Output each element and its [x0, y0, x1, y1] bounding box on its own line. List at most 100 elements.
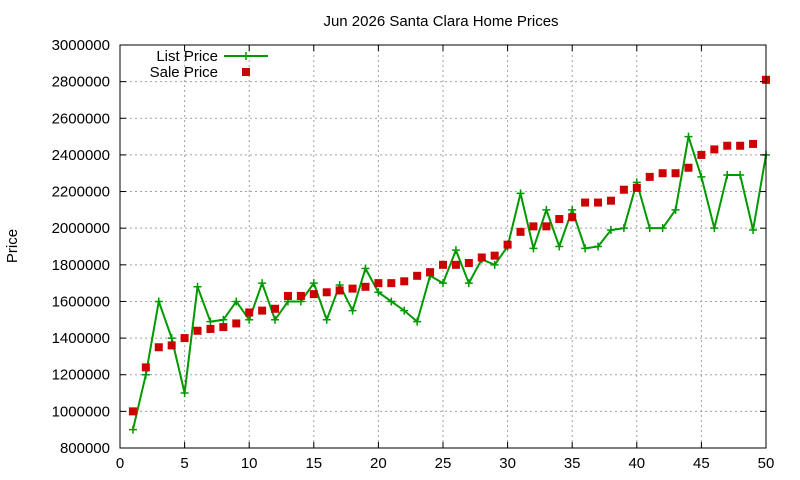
legend-marker-sample — [242, 52, 250, 60]
x-tick-label: 30 — [499, 455, 516, 472]
sale-price-point — [749, 139, 758, 148]
list-price-point — [348, 306, 357, 315]
y-tick-label: 2200000 — [52, 184, 110, 201]
list-price-point — [206, 317, 215, 326]
list-price-point — [619, 224, 628, 233]
list-price-point — [413, 317, 422, 326]
sale-price-point — [245, 308, 254, 317]
list-price-point — [723, 171, 732, 180]
y-tick-label: 1600000 — [52, 293, 110, 310]
list-price-point — [128, 425, 137, 434]
y-tick-label: 800000 — [60, 440, 110, 457]
y-tick-label: 1400000 — [52, 330, 110, 347]
sale-price-point — [490, 251, 499, 260]
y-tick-label: 2600000 — [52, 110, 110, 127]
list-price-point — [258, 279, 267, 288]
sale-price-point — [348, 284, 357, 293]
list-price-point — [542, 205, 551, 214]
list-price-point — [374, 288, 383, 297]
y-tick-label: 1000000 — [52, 403, 110, 420]
list-price-point — [180, 389, 189, 398]
list-price-point — [490, 260, 499, 269]
sale-price-point — [529, 222, 538, 231]
sale-price-point — [451, 260, 460, 269]
series-lines — [131, 136, 767, 430]
x-tick-label: 35 — [564, 455, 581, 472]
sale-price-point — [606, 196, 615, 205]
legend-label: Sale Price — [150, 64, 218, 81]
sale-price-point — [477, 253, 486, 262]
y-tick-label: 1200000 — [52, 367, 110, 384]
list-price-point — [658, 224, 667, 233]
list-price-point — [245, 315, 254, 324]
sale-price-point — [439, 260, 447, 269]
list-price-point — [219, 315, 228, 324]
legend-marker-sample — [242, 68, 250, 76]
sale-price-point — [581, 198, 590, 207]
y-tick-label: 3000000 — [52, 37, 110, 54]
sale-price-point — [387, 279, 396, 288]
x-tick-labels: 0 5 10 15 20 25 30 35 40 45 50 — [116, 455, 775, 472]
sale-price-point — [167, 341, 176, 350]
sale-price-point — [180, 334, 189, 343]
list-price-point — [671, 205, 680, 214]
list-price-point — [451, 246, 460, 255]
list-price-point — [232, 297, 241, 306]
sale-price-point — [206, 324, 215, 333]
list-price-point — [529, 244, 538, 253]
sale-price-point — [413, 271, 422, 280]
sale-price-point — [594, 198, 603, 207]
sale-price-point — [736, 141, 745, 150]
y-tick-label: 2000000 — [52, 220, 110, 237]
list-price-point — [697, 172, 706, 181]
sale-price-point — [464, 258, 473, 267]
list-price-point — [568, 205, 577, 214]
list-price-point — [594, 242, 603, 251]
sale-price-point — [219, 323, 228, 332]
sale-price-point — [542, 222, 551, 231]
sale-price-point — [697, 150, 706, 159]
x-tick-label: 0 — [116, 455, 124, 472]
x-tick-label: 45 — [693, 455, 710, 472]
sale-price-point — [322, 288, 331, 297]
list-price-point — [439, 279, 447, 288]
sale-price-point — [555, 215, 564, 224]
axis-ticks — [119, 44, 767, 449]
list-price-point — [387, 297, 396, 306]
chart-title: Jun 2026 Santa Clara Home Prices — [323, 13, 558, 30]
sale-price-point — [568, 213, 577, 222]
list-price-point — [141, 370, 150, 379]
list-price-point — [361, 264, 370, 273]
x-tick-label: 40 — [628, 455, 645, 472]
sale-price-point — [658, 169, 667, 178]
sale-price-point — [710, 145, 719, 154]
list-price-point — [645, 224, 654, 233]
sale-price-point — [128, 407, 137, 416]
x-tick-label: 5 — [180, 455, 188, 472]
series-markers — [128, 75, 770, 434]
list-price-point — [684, 132, 693, 141]
sale-price-point — [426, 268, 435, 277]
y-axis-label: Price — [4, 229, 21, 263]
list-price-point — [271, 315, 280, 324]
list-price-point — [464, 279, 473, 288]
x-tick-label: 15 — [305, 455, 322, 472]
sale-price-point — [335, 286, 344, 295]
x-tick-label: 25 — [435, 455, 452, 472]
y-tick-labels: 800000 1000000 1200000 1400000 1600000 180000… — [52, 37, 110, 457]
sale-price-point — [619, 185, 628, 194]
sale-price-point — [400, 277, 409, 286]
list-price-point — [710, 224, 719, 233]
grid-lines — [120, 45, 766, 448]
sale-price-point — [193, 326, 202, 335]
list-price-point — [167, 334, 176, 343]
sale-price-point — [684, 163, 693, 172]
y-tick-label: 1800000 — [52, 257, 110, 274]
legend-label: List Price — [156, 48, 218, 65]
sale-price-point — [374, 279, 383, 288]
x-tick-label: 50 — [758, 455, 775, 472]
list-price-line — [131, 136, 767, 430]
sale-price-point — [632, 183, 641, 192]
x-tick-label: 20 — [370, 455, 387, 472]
